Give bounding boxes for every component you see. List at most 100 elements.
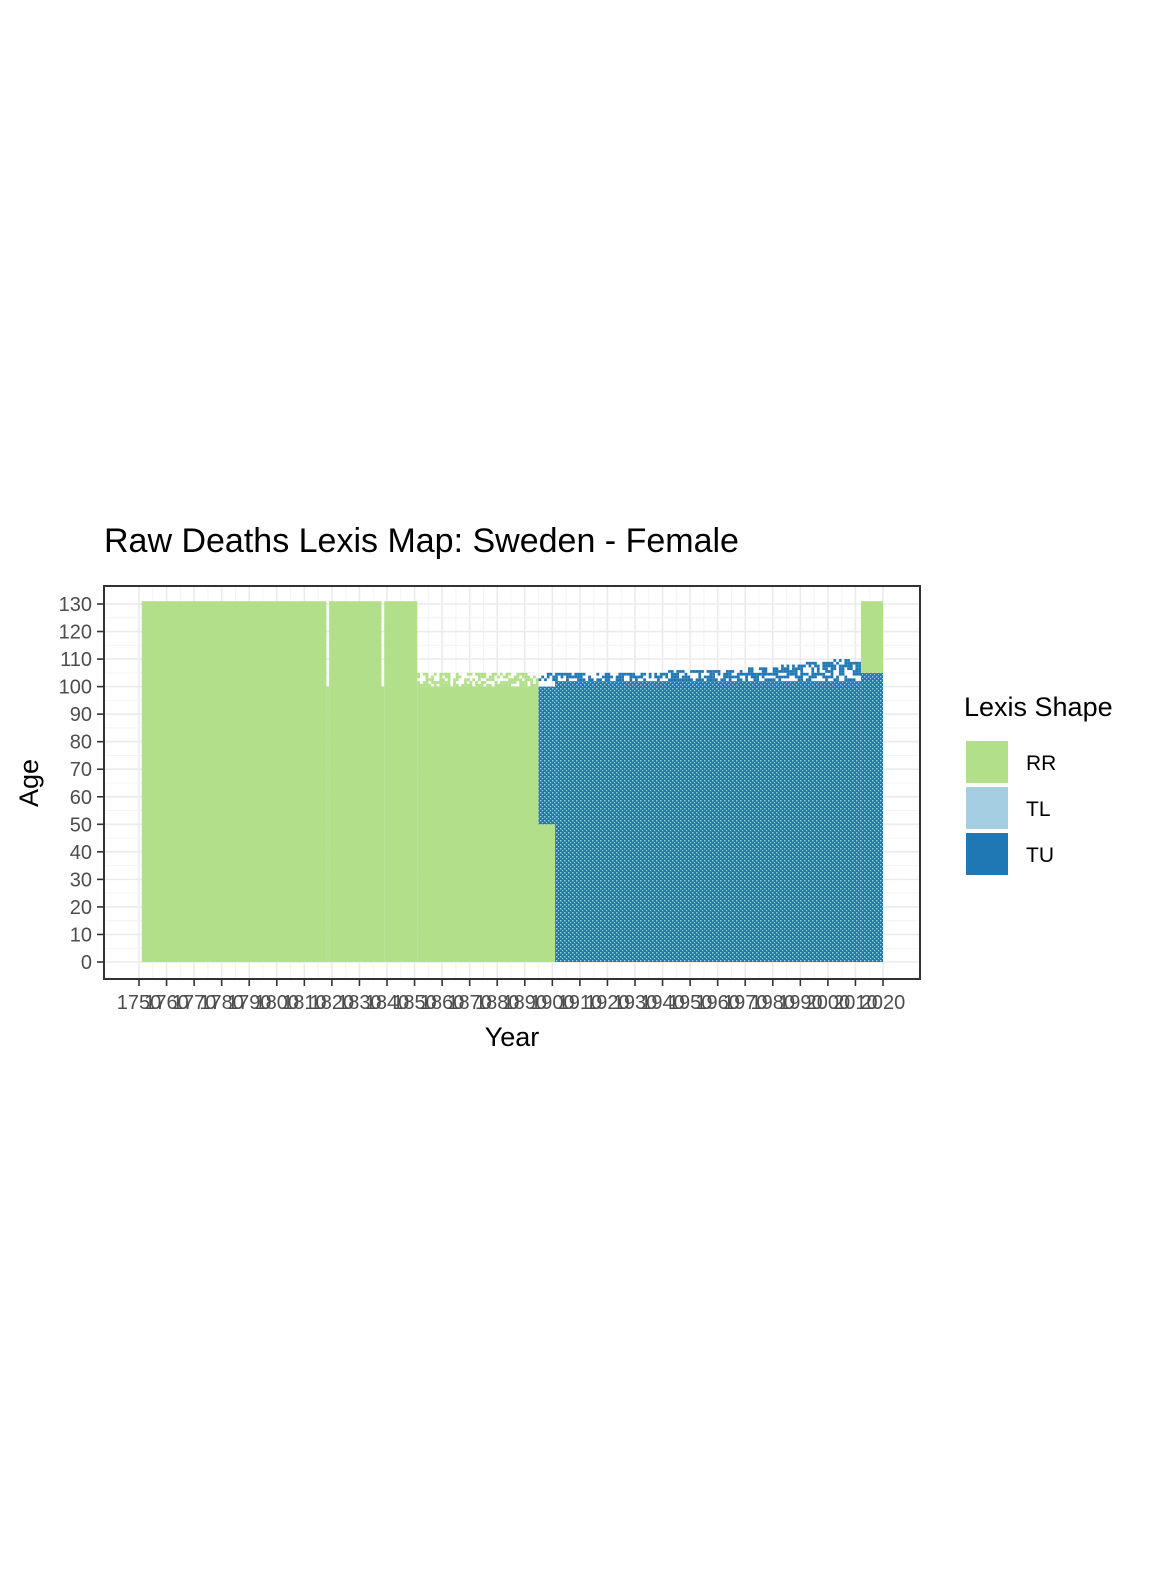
lexis-fringe-cell bbox=[464, 683, 467, 687]
lexis-fringe-cell bbox=[747, 667, 751, 671]
legend-label-tl: TL bbox=[1026, 798, 1051, 821]
lexis-fringe-cell bbox=[640, 675, 644, 679]
lexis-fringe-cell bbox=[516, 678, 520, 682]
lexis-fringe-cell bbox=[607, 678, 611, 682]
lexis-fringe-cell bbox=[830, 667, 834, 671]
lexis-fringe-cell bbox=[577, 675, 580, 679]
lexis-fringe-cell bbox=[745, 672, 748, 676]
lexis-fringe-cell bbox=[632, 675, 635, 679]
legend-label-tu: TU bbox=[1026, 844, 1054, 867]
x-axis: 1750176017701780179018001810182018301840… bbox=[117, 979, 905, 1014]
lexis-fringe-cell bbox=[618, 678, 622, 682]
x-tick-label: 1810 bbox=[282, 992, 327, 1014]
lexis-fringe-cell bbox=[455, 678, 459, 682]
lexis-fringe-cell bbox=[725, 672, 729, 676]
lexis-fringe-cell bbox=[508, 681, 511, 684]
lexis-fringe-cell bbox=[814, 664, 817, 668]
lexis-fringe-cell bbox=[577, 678, 580, 682]
lexis-fringe-cell bbox=[772, 670, 776, 673]
lexis-fringe-cell bbox=[555, 678, 558, 682]
lexis-fringe-cell bbox=[830, 661, 834, 665]
lexis-fringe-cell bbox=[827, 670, 831, 673]
lexis-fringe-cell bbox=[527, 675, 531, 679]
lexis-fringe-cell bbox=[816, 670, 820, 673]
lexis-fringe-cell bbox=[684, 675, 688, 679]
lexis-fringe-cell bbox=[800, 672, 804, 676]
lexis-fringe-cell bbox=[852, 678, 856, 682]
lexis-fringe-cell bbox=[629, 672, 633, 676]
lexis-fringe-cell bbox=[552, 678, 556, 682]
lexis-fringe-cell bbox=[535, 678, 539, 682]
lexis-fringe-cell bbox=[522, 683, 525, 687]
lexis-fringe-cell bbox=[502, 675, 506, 679]
lexis-fringe-cell bbox=[855, 664, 859, 668]
lexis-fringe-cell bbox=[783, 670, 787, 673]
lexis-fringe-cell bbox=[786, 672, 790, 676]
lexis-fringe-cell bbox=[621, 672, 624, 676]
lexis-fringe-cell bbox=[535, 681, 539, 684]
lexis-fringe-cell bbox=[538, 678, 542, 682]
lexis-fringe-cell bbox=[786, 675, 790, 679]
y-tick-label: 110 bbox=[60, 649, 92, 671]
lexis-fringe-cell bbox=[629, 678, 633, 682]
lexis-fringe-cell bbox=[571, 675, 575, 679]
lexis-fringe-cell bbox=[579, 675, 583, 679]
lexis-fringe-cell bbox=[764, 678, 768, 682]
lexis-fringe-cell bbox=[466, 683, 470, 687]
lexis-fringe-cell bbox=[797, 667, 801, 671]
lexis-fringe-cell bbox=[814, 661, 817, 665]
lexis-fringe-cell bbox=[527, 678, 531, 682]
lexis-fringe-cell bbox=[794, 675, 798, 679]
lexis-fringe-cell bbox=[756, 678, 759, 682]
lexis-fringe-cell bbox=[676, 672, 680, 676]
lexis-fringe-cell bbox=[781, 667, 784, 671]
lexis-fringe-cell bbox=[764, 672, 768, 676]
x-tick-label: 1990 bbox=[778, 992, 823, 1014]
lexis-fringe-cell bbox=[701, 678, 704, 682]
lexis-fringe-cell bbox=[833, 659, 837, 662]
x-tick-label: 1910 bbox=[558, 992, 603, 1014]
lexis-fringe-cell bbox=[849, 678, 853, 682]
lexis-fringe-cell bbox=[712, 672, 715, 676]
lexis-fringe-cell bbox=[728, 678, 732, 682]
lexis-fringe-cell bbox=[723, 672, 726, 676]
lexis-upper-fringe bbox=[417, 659, 861, 687]
lexis-fringe-cell bbox=[781, 664, 784, 668]
lexis-fringe-cell bbox=[761, 670, 765, 673]
lexis-fringe-cell bbox=[618, 675, 622, 679]
y-tick-label: 130 bbox=[59, 594, 92, 616]
lexis-fringe-cell bbox=[599, 678, 602, 682]
lexis-fringe-cell bbox=[709, 678, 713, 682]
lexis-fringe-cell bbox=[453, 683, 456, 687]
lexis-fringe-cell bbox=[568, 675, 572, 679]
lexis-fringe-cell bbox=[425, 678, 429, 682]
lexis-fringe-cell bbox=[505, 681, 509, 684]
lexis-fringe-cell bbox=[775, 667, 779, 671]
lexis-fringe-cell bbox=[676, 675, 680, 679]
lexis-fringe-cell bbox=[579, 672, 583, 676]
lexis-fringe-cell bbox=[847, 664, 850, 668]
x-tick-label: 1830 bbox=[337, 992, 382, 1014]
lexis-fringe-cell bbox=[728, 675, 732, 679]
lexis-fringe-cell bbox=[714, 678, 718, 682]
lexis-fringe-cell bbox=[502, 681, 506, 684]
legend-key-tl bbox=[966, 787, 1008, 829]
lexis-fringe-cell bbox=[566, 672, 569, 676]
lexis-fringe-cell bbox=[601, 675, 605, 679]
lexis-fringe-cell bbox=[833, 678, 837, 682]
lexis-fringe-cell bbox=[836, 678, 839, 682]
lexis-fringe-cell bbox=[761, 675, 765, 679]
lexis-fringe-cell bbox=[838, 664, 842, 668]
lexis-fringe-cell bbox=[524, 675, 528, 679]
lexis-fringe-cell bbox=[742, 672, 746, 676]
lexis-fringe-cell bbox=[792, 670, 795, 673]
lexis-fringe-cell bbox=[825, 678, 828, 682]
lexis-fringe-cell bbox=[505, 683, 509, 687]
lexis-fringe-cell bbox=[725, 670, 729, 673]
lexis-fringe-cell bbox=[477, 678, 481, 682]
lexis-fringe-cell bbox=[756, 672, 759, 676]
lexis-fringe-cell bbox=[794, 667, 798, 671]
lexis-fringe-cell bbox=[847, 667, 850, 671]
lexis-fringe-cell bbox=[475, 681, 478, 684]
lexis-fringe-cell bbox=[511, 681, 514, 684]
